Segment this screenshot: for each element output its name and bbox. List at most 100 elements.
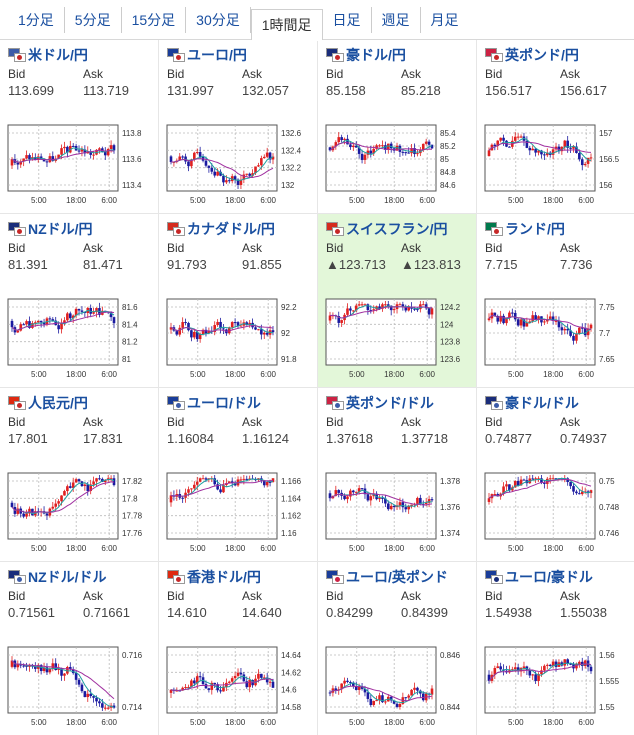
candle-body — [508, 312, 511, 318]
mini-candle-chart[interactable]: 85.4 85.2 85 84.8 84.6 5:00 18:00 6:00 — [324, 123, 470, 207]
mini-candle-chart[interactable]: 1.166 1.164 1.162 1.16 5:00 18:00 6:00 — [165, 471, 311, 555]
tab-3[interactable]: 30分足 — [186, 6, 251, 33]
candle-body — [487, 674, 491, 681]
rate-card: ユーロ/豪ドル Bid 1.54938 Ask 1.55038 1.56 1.555 1.55… — [477, 562, 634, 735]
mini-candle-chart[interactable]: 92.2 92 91.8 5:00 18:00 6:00 — [165, 297, 311, 381]
mini-candle-chart[interactable]: 0.716 0.714 5:00 18:00 6:00 — [6, 645, 152, 729]
candle-body — [230, 322, 234, 328]
mini-candle-chart[interactable]: 17.82 17.8 17.78 17.76 5:00 18:00 6:00 — [6, 471, 152, 555]
y-tick-label: 0.748 — [599, 503, 620, 512]
tab-1[interactable]: 5分足 — [65, 6, 122, 33]
pair-header: NZドル/円 — [8, 220, 158, 238]
mini-candle-chart[interactable]: 81.6 81.4 81.2 81 5:00 18:00 6:00 — [6, 297, 152, 381]
candle-body — [31, 323, 34, 328]
y-tick-label: 81 — [122, 355, 131, 364]
pair-link[interactable]: 香港ドル/円 — [187, 569, 261, 585]
x-tick-label: 5:00 — [190, 370, 206, 379]
x-tick-label: 5:00 — [31, 196, 47, 205]
y-tick-label: 91.8 — [281, 355, 297, 364]
tab-6[interactable]: 週足 — [372, 6, 421, 33]
y-tick-label: 14.64 — [281, 651, 302, 660]
pair-link[interactable]: ユーロ/円 — [187, 47, 247, 63]
mini-candle-chart[interactable]: 157 156.5 156 5:00 18:00 6:00 — [483, 123, 629, 207]
mini-candle-chart[interactable]: 14.64 14.62 14.6 14.58 5:00 18:00 6:00 — [165, 645, 311, 729]
tab-7[interactable]: 月足 — [430, 11, 459, 28]
candle-body — [42, 322, 46, 325]
pair-link[interactable]: 豪ドル/円 — [346, 47, 406, 63]
pair-link[interactable]: 英ポンド/円 — [505, 47, 579, 63]
candle-body — [502, 486, 505, 494]
mini-candle-chart[interactable]: 132.6 132.4 132.2 132 5:00 18:00 6:00 — [165, 123, 311, 207]
pair-link[interactable]: NZドル/ドル — [28, 569, 107, 585]
ask-label: Ask — [560, 415, 581, 429]
y-tick-label: 85.4 — [440, 129, 456, 138]
ask-price: 1.55038 — [560, 605, 607, 620]
pair-link[interactable]: カナダドル/円 — [187, 221, 275, 237]
mini-candle-chart[interactable]: 1.378 1.376 1.374 5:00 18:00 6:00 — [324, 471, 470, 555]
x-tick-label: 5:00 — [190, 718, 206, 727]
bid-column: Bid 1.54938 — [485, 589, 560, 622]
x-tick-label: 6:00 — [260, 544, 276, 553]
candle-body — [496, 666, 500, 669]
candle-body — [233, 483, 237, 486]
pair-header: ユーロ/ドル — [167, 394, 317, 412]
candle-body — [534, 478, 537, 480]
pair-link[interactable]: ユーロ/豪ドル — [505, 569, 593, 585]
candle-body — [28, 155, 31, 159]
candle-body — [169, 495, 173, 503]
moving-average-long — [329, 685, 433, 702]
pair-link[interactable]: 豪ドル/ドル — [505, 395, 579, 411]
chart-svg: 0.846 0.844 5:00 18:00 6:00 — [325, 646, 461, 727]
tab-5[interactable]: 日足 — [323, 6, 372, 33]
pair-link[interactable]: 人民元/円 — [28, 395, 88, 411]
tab-2[interactable]: 15分足 — [122, 6, 187, 33]
pair-link[interactable]: スイスフラン/円 — [346, 221, 448, 237]
pair-header: 人民元/円 — [8, 394, 158, 412]
ask-price: 81.471 — [83, 257, 123, 272]
pair-link[interactable]: 英ポンド/ドル — [346, 395, 434, 411]
chart-svg: 17.82 17.8 17.78 17.76 5:00 18:00 6:00 — [7, 472, 143, 553]
candle-body — [540, 150, 543, 155]
candle-body — [563, 140, 567, 147]
candle-body — [378, 695, 381, 701]
candle-body — [386, 143, 390, 150]
candle-body — [372, 700, 376, 706]
pair-link[interactable]: ユーロ/英ポンド — [346, 569, 448, 585]
x-tick-label: 6:00 — [578, 196, 594, 205]
candle-body — [569, 147, 572, 149]
candle-body — [190, 330, 193, 338]
candle-body — [407, 506, 410, 510]
candle-body — [427, 308, 431, 315]
candle-body — [271, 478, 275, 483]
x-tick-label: 6:00 — [578, 718, 594, 727]
pair-link[interactable]: 米ドル/円 — [28, 47, 88, 63]
mini-candle-chart[interactable]: 113.8 113.6 113.4 5:00 18:00 6:00 — [6, 123, 152, 207]
candle-body — [404, 697, 408, 699]
tab-0[interactable]: 1分足 — [8, 6, 65, 33]
candle-body — [239, 672, 243, 675]
bid-label: Bid — [8, 241, 26, 255]
mini-candle-chart[interactable]: 1.56 1.555 1.55 5:00 18:00 6:00 — [483, 645, 629, 729]
chart-frame — [484, 646, 596, 714]
pair-link[interactable]: ランド/円 — [505, 221, 565, 237]
mini-candle-chart[interactable]: 0.75 0.748 0.746 5:00 18:00 6:00 — [483, 471, 629, 555]
candle-body — [352, 145, 355, 148]
candle-body — [63, 491, 66, 496]
candle-body — [551, 316, 555, 321]
mini-candle-chart[interactable]: 0.846 0.844 5:00 18:00 6:00 — [324, 645, 470, 729]
candle-body — [109, 145, 113, 149]
candle-body — [175, 330, 179, 335]
candle-body — [493, 668, 497, 675]
pair-link[interactable]: ユーロ/ドル — [187, 395, 261, 411]
candle-body — [101, 478, 104, 483]
quote-block: Bid 0.84299 Ask 0.84399 — [326, 589, 476, 622]
candle-body — [487, 318, 491, 321]
tab-4[interactable]: 1時間足 — [250, 8, 323, 41]
y-tick-label: 81.6 — [122, 303, 138, 312]
candle-body — [42, 159, 46, 162]
candle-body — [10, 502, 14, 508]
mini-candle-chart[interactable]: 124.2 124 123.8 123.6 5:00 18:00 6:00 — [324, 297, 470, 381]
candle-body — [519, 319, 523, 326]
mini-candle-chart[interactable]: 7.75 7.7 7.65 5:00 18:00 6:00 — [483, 297, 629, 381]
pair-link[interactable]: NZドル/円 — [28, 221, 93, 237]
